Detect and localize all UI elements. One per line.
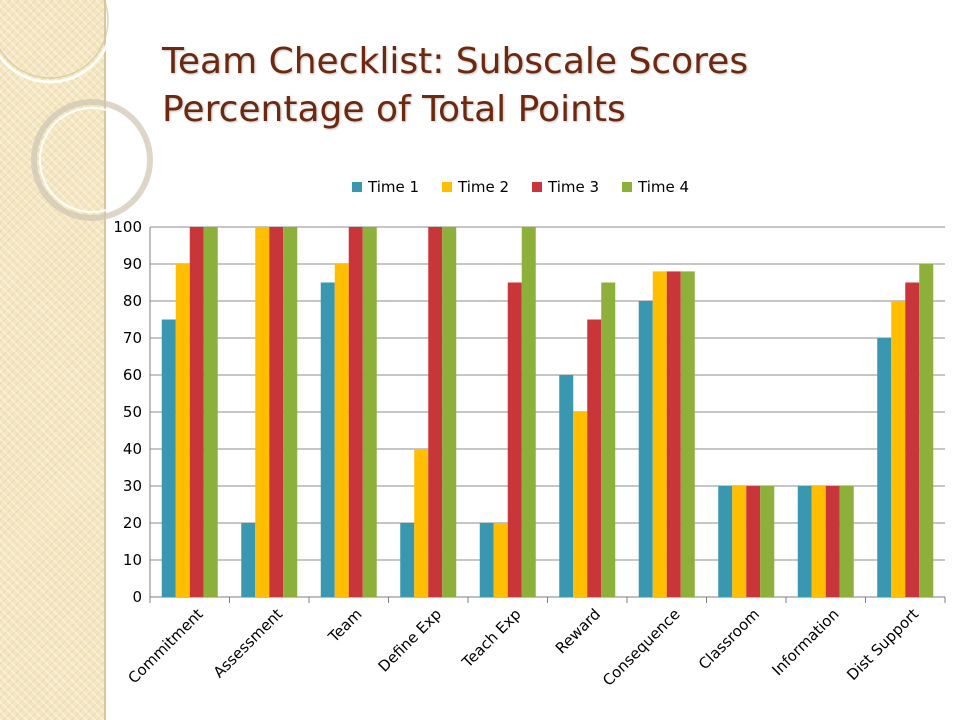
bar-time-3 bbox=[825, 486, 840, 597]
y-tick-label: 20 bbox=[123, 514, 142, 532]
bar-time-3 bbox=[428, 227, 443, 597]
y-tick-label: 90 bbox=[123, 255, 142, 273]
bar-time-1 bbox=[718, 486, 733, 597]
bar-time-3 bbox=[905, 282, 920, 597]
x-category-label: Information bbox=[768, 605, 842, 679]
bar-time-4 bbox=[362, 227, 377, 597]
bar-time-1 bbox=[877, 338, 892, 597]
bar-time-4 bbox=[839, 486, 854, 597]
bar-time-1 bbox=[479, 523, 494, 597]
bar-time-2 bbox=[891, 301, 906, 597]
x-category-label: Team bbox=[324, 605, 365, 646]
bar-time-2 bbox=[414, 449, 429, 597]
y-tick-label: 0 bbox=[132, 588, 142, 606]
bar-time-3 bbox=[587, 319, 602, 597]
y-tick-label: 100 bbox=[113, 218, 142, 236]
bar-time-4 bbox=[203, 227, 218, 597]
y-tick-label: 40 bbox=[123, 440, 142, 458]
x-category-label: Assessment bbox=[210, 605, 286, 681]
legend-swatch bbox=[442, 182, 452, 192]
bar-time-2 bbox=[493, 523, 508, 597]
y-tick-label: 30 bbox=[123, 477, 142, 495]
title-line-1: Team Checklist: Subscale Scores bbox=[162, 41, 749, 82]
bar-time-3 bbox=[348, 227, 363, 597]
bar-time-4 bbox=[601, 282, 616, 597]
bar-time-2 bbox=[175, 264, 190, 597]
bar-time-3 bbox=[507, 282, 522, 597]
bar-time-2 bbox=[732, 486, 747, 597]
page-title: Team Checklist: Subscale Scores Percenta… bbox=[162, 38, 942, 134]
x-category-label: Reward bbox=[552, 605, 604, 657]
x-category-label: Commitment bbox=[124, 605, 206, 687]
bar-time-1 bbox=[559, 375, 574, 597]
bar-time-4 bbox=[919, 264, 934, 597]
bar-time-1 bbox=[320, 282, 335, 597]
bar-time-2 bbox=[652, 271, 667, 597]
bar-time-4 bbox=[442, 227, 457, 597]
x-category-label: Define Exp bbox=[375, 605, 445, 675]
y-tick-label: 80 bbox=[123, 292, 142, 310]
bar-time-1 bbox=[161, 319, 176, 597]
bar-time-3 bbox=[189, 227, 204, 597]
bar-time-4 bbox=[283, 227, 298, 597]
bar-time-4 bbox=[760, 486, 775, 597]
bar-time-1 bbox=[797, 486, 812, 597]
bar-time-4 bbox=[521, 227, 536, 597]
x-category-label: Classroom bbox=[695, 605, 763, 673]
bar-time-1 bbox=[638, 301, 653, 597]
title-line-2: Percentage of Total Points bbox=[162, 89, 626, 130]
y-tick-label: 60 bbox=[123, 366, 142, 384]
bar-time-4 bbox=[680, 271, 695, 597]
legend-label: Time 4 bbox=[637, 178, 689, 196]
x-category-label: Consequence bbox=[599, 605, 683, 689]
legend-swatch bbox=[622, 182, 632, 192]
bar-time-3 bbox=[746, 486, 761, 597]
bar-time-2 bbox=[255, 227, 270, 597]
y-tick-label: 10 bbox=[123, 551, 142, 569]
bar-time-3 bbox=[666, 271, 681, 597]
bar-time-1 bbox=[241, 523, 256, 597]
bar-time-2 bbox=[334, 264, 349, 597]
x-category-label: Dist Support bbox=[843, 605, 922, 684]
bar-time-2 bbox=[811, 486, 826, 597]
y-tick-label: 70 bbox=[123, 329, 142, 347]
legend-label: Time 2 bbox=[457, 178, 509, 196]
legend-label: Time 1 bbox=[367, 178, 419, 196]
bar-time-3 bbox=[269, 227, 284, 597]
y-tick-label: 50 bbox=[123, 403, 142, 421]
x-category-label: Teach Exp bbox=[458, 605, 525, 672]
legend-swatch bbox=[352, 182, 362, 192]
legend-swatch bbox=[532, 182, 542, 192]
bar-time-1 bbox=[400, 523, 415, 597]
side-strip-edge bbox=[104, 0, 106, 720]
legend-label: Time 3 bbox=[547, 178, 599, 196]
bar-time-2 bbox=[573, 412, 588, 597]
